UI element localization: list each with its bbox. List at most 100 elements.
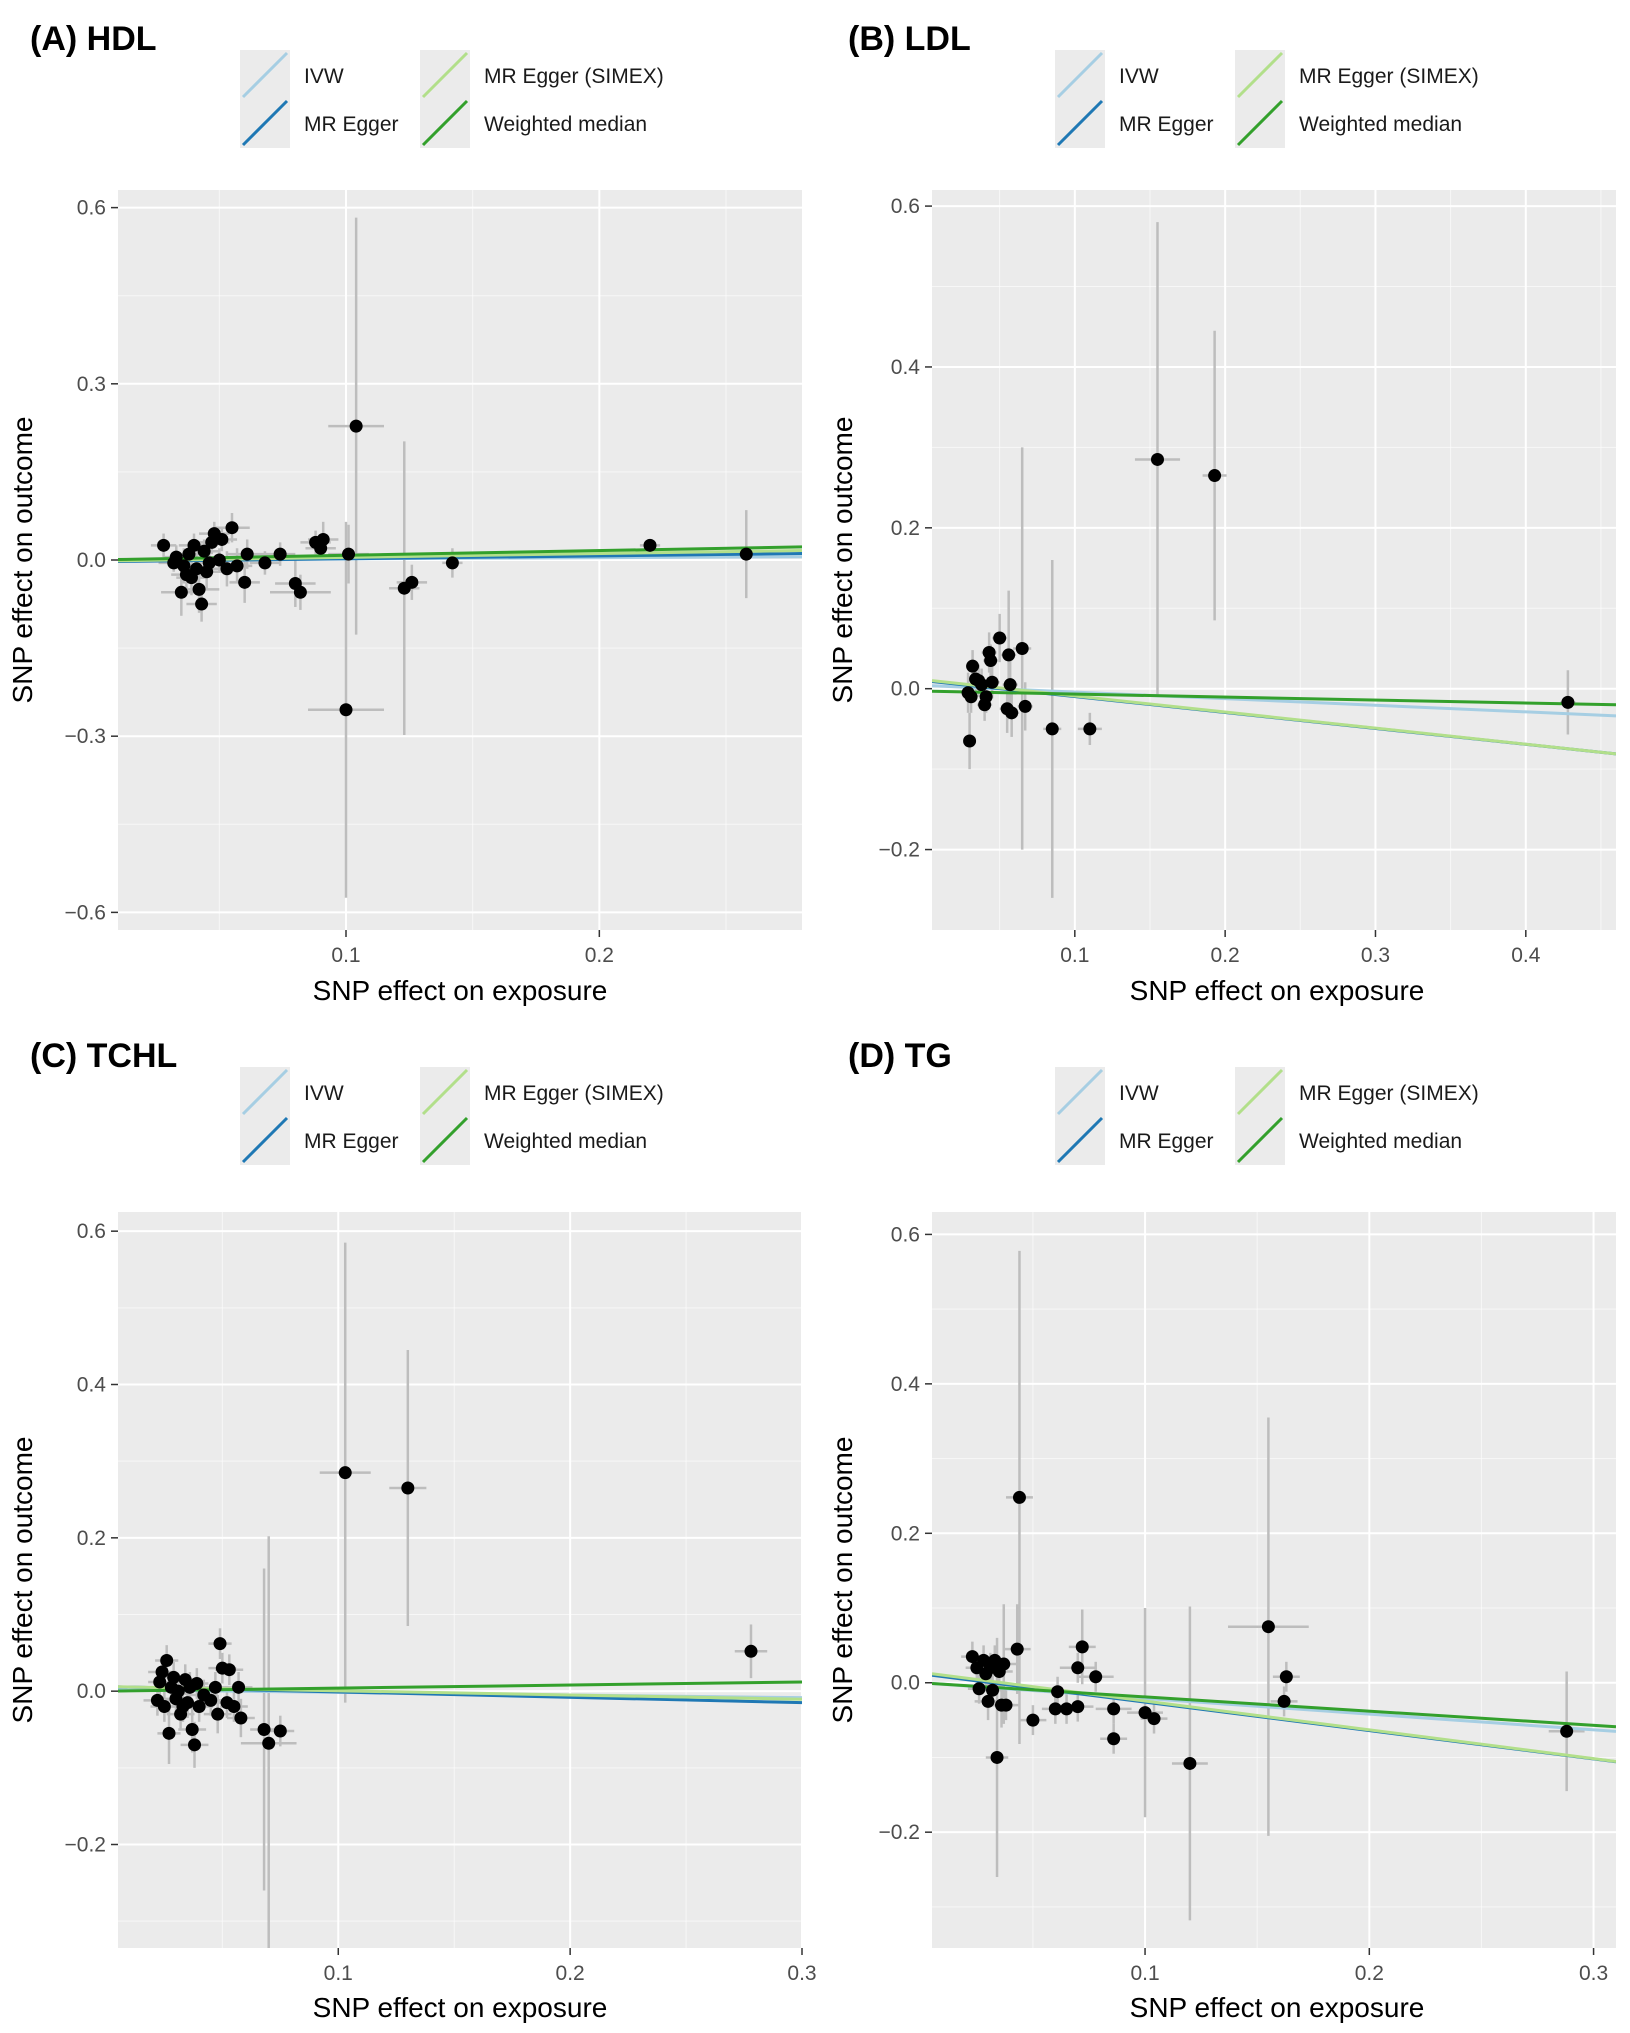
y-tick-label: −0.3 (65, 725, 106, 748)
panel-1: (A) HDL IVW MR Egger MR Egger (SIMEX) Weight… (7, 20, 802, 1006)
data-point (225, 521, 239, 535)
legend-item: MR Egger (SIMEX) (420, 1067, 664, 1117)
plot-background (118, 1212, 802, 1948)
legend-label: IVW (304, 65, 344, 88)
data-point (1150, 452, 1164, 466)
data-point (185, 1723, 199, 1736)
legend-label: MR Egger (1119, 1130, 1214, 1153)
y-axis-label: SNP effect on outcome (827, 417, 858, 704)
y-tick-label: 0.4 (891, 356, 921, 379)
data-point (222, 1663, 236, 1677)
y-tick-label: −0.2 (879, 1821, 920, 1844)
data-point (401, 1481, 415, 1495)
legend-item: IVW (1055, 50, 1159, 100)
legend-label: Weighted median (484, 1130, 647, 1153)
data-point (195, 597, 209, 611)
data-point (1560, 1724, 1574, 1738)
data-point (405, 575, 419, 589)
data-point (197, 544, 211, 558)
legend-key-line (421, 1068, 469, 1116)
panel-title: (C) TCHL (30, 1037, 177, 1075)
y-tick-label: 0.0 (77, 549, 106, 572)
data-point (258, 556, 272, 570)
legend-item: IVW (1055, 1067, 1159, 1117)
data-point (1261, 1620, 1275, 1634)
panel-title: (B) LDL (848, 20, 971, 58)
data-point (1005, 706, 1019, 720)
regression-lines (118, 545, 802, 563)
data-point (238, 575, 252, 589)
regression-lines (932, 679, 1616, 756)
data-point (232, 1680, 246, 1694)
data-point (1208, 469, 1222, 483)
data-point (1083, 722, 1097, 736)
gridlines (932, 190, 1616, 930)
data-point (1010, 1642, 1024, 1656)
y-axis-label: SNP effect on outcome (7, 1437, 38, 1724)
legend-key-line (421, 99, 469, 147)
plot-content (118, 217, 802, 898)
legend-label: MR Egger (SIMEX) (484, 1082, 664, 1105)
data-point (169, 550, 183, 564)
data-point (1279, 1670, 1293, 1684)
data-point (1045, 722, 1059, 736)
regression-lines (932, 1672, 1616, 1764)
data-point (192, 582, 206, 596)
data-point (1071, 1661, 1085, 1675)
data-point (1107, 1732, 1121, 1746)
legend-label: IVW (1119, 1082, 1159, 1105)
axes: 0.1 0.2 0.3 0.4 −0.2 0.0 0.2 0.4 0.6 (879, 195, 1541, 967)
data-point (162, 1726, 176, 1740)
data-point (157, 538, 171, 552)
plot-content (932, 1250, 1616, 1921)
data-point (160, 1654, 174, 1667)
legend: IVW MR Egger MR Egger (SIMEX) Weighted medi… (240, 50, 664, 148)
legend-label: MR Egger (SIMEX) (1299, 65, 1479, 88)
plot-content (932, 222, 1616, 898)
data-point (213, 1637, 227, 1651)
legend-label: IVW (1119, 65, 1159, 88)
x-tick-label: 0.3 (787, 1962, 816, 1985)
legend-key-line (241, 1116, 289, 1164)
data-point (1015, 641, 1029, 655)
x-tick-label: 0.1 (331, 944, 360, 967)
data-point (192, 1700, 206, 1713)
regression-line (932, 1672, 1616, 1763)
data-point (273, 1724, 287, 1738)
data-point (262, 1736, 276, 1750)
data-point (966, 659, 980, 673)
data-point (963, 734, 977, 748)
legend-key-line (241, 1068, 289, 1116)
legend: IVW MR Egger MR Egger (SIMEX) Weighted medi… (240, 1067, 664, 1165)
data-point (215, 532, 229, 546)
legend-item: MR Egger (SIMEX) (1235, 50, 1479, 100)
data-point (964, 690, 978, 704)
data-points (961, 452, 1575, 748)
legend-label: MR Egger (1119, 113, 1214, 136)
data-point (273, 547, 287, 561)
data-point (1060, 1702, 1074, 1716)
legend-label: Weighted median (484, 113, 647, 136)
data-point (338, 1466, 352, 1480)
data-point (220, 562, 234, 576)
regression-line (118, 1680, 802, 1693)
data-point (1183, 1756, 1197, 1770)
data-point (208, 1680, 222, 1694)
legend-label: Weighted median (1299, 113, 1462, 136)
legend: IVW MR Egger MR Egger (SIMEX) Weighted medi… (1055, 50, 1479, 148)
data-point (990, 1750, 1004, 1764)
data-points (150, 1466, 758, 1752)
data-point (975, 678, 989, 692)
data-point (739, 547, 753, 561)
y-tick-label: 0.4 (891, 1373, 921, 1396)
data-point (1107, 1702, 1121, 1716)
data-point (1051, 1685, 1065, 1699)
legend-label: MR Egger (SIMEX) (1299, 1082, 1479, 1105)
data-point (1561, 695, 1575, 709)
legend-item: MR Egger (1055, 1115, 1214, 1165)
data-points (157, 419, 753, 717)
legend-key-line (1056, 51, 1104, 99)
y-axis-label: SNP effect on outcome (7, 417, 38, 704)
data-point (157, 1700, 171, 1713)
